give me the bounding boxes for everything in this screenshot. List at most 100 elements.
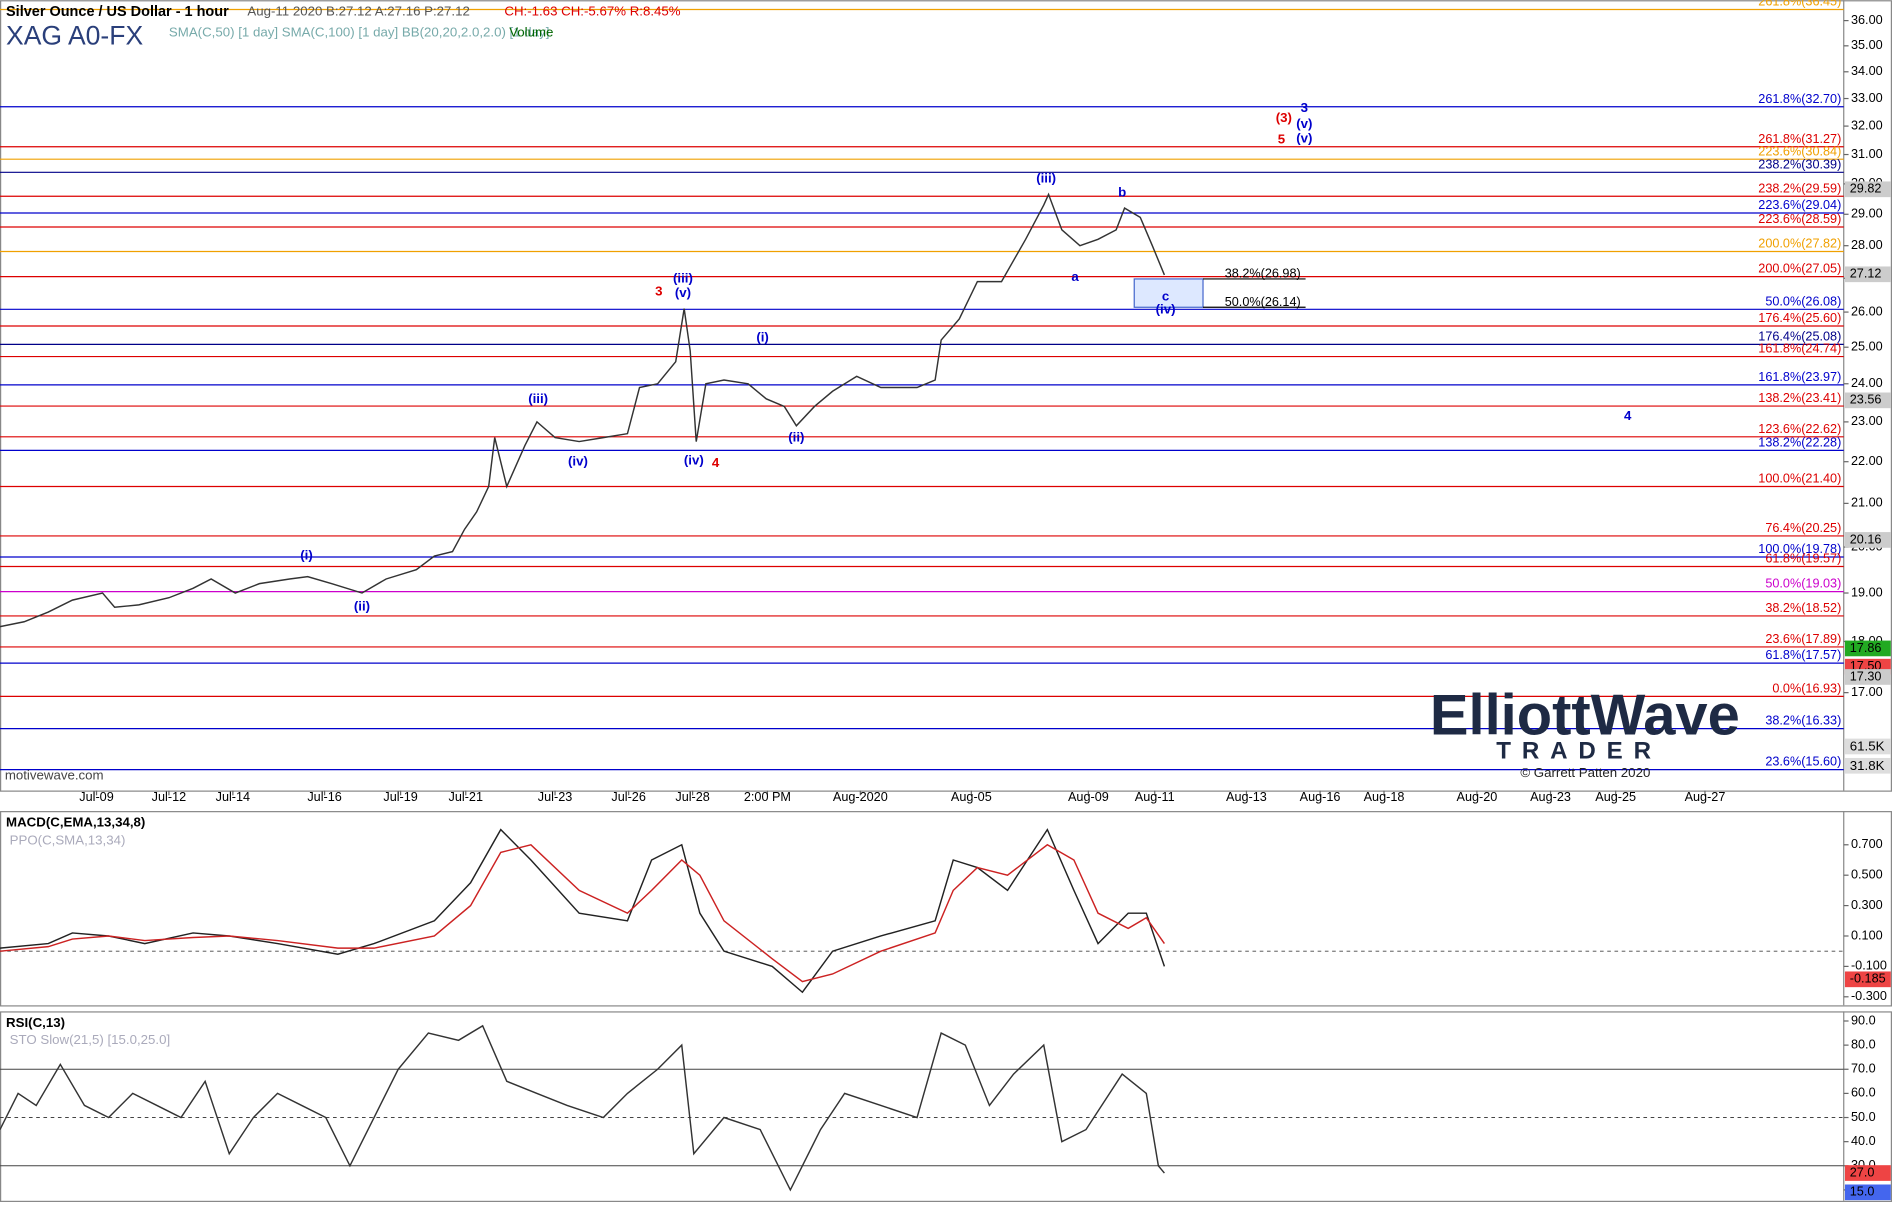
price-label-box (1844, 971, 1891, 988)
fib-label: 100.0%(19.78) (1758, 542, 1841, 556)
wave-label: (iii) (673, 270, 693, 285)
price-label: 27.12 (1850, 267, 1882, 281)
fib-label: 223.6%(29.04) (1758, 198, 1841, 212)
price-label: -0.185 (1850, 972, 1886, 986)
price-label: 27.0 (1850, 1165, 1875, 1179)
fib-label: 100.0%(21.40) (1758, 472, 1841, 486)
y-tick-label: 50.0 (1851, 1110, 1876, 1124)
y-tick-label: 29.00 (1851, 207, 1883, 221)
y-tick-label: 0.700 (1851, 837, 1883, 851)
panel-frame (0, 0, 1892, 792)
wave-label: (i) (300, 548, 313, 563)
x-tick-label: Aug-2020 (833, 790, 888, 804)
x-tick-label: Jul-28 (675, 790, 709, 804)
wave-label: (iii) (528, 391, 548, 406)
panel-subtitle: PPO(C,SMA,13,34) (10, 833, 126, 848)
watermark: motivewave.com (5, 768, 104, 783)
data-line (0, 192, 1166, 628)
y-tick-label: 32.00 (1851, 118, 1883, 132)
fib-label: 261.8%(36.45) (1758, 0, 1841, 9)
x-tick-label: Jul-19 (383, 790, 417, 804)
fib-label: 200.0%(27.05) (1758, 262, 1841, 276)
target-zone (1133, 278, 1204, 308)
wave-label: (iii) (1036, 170, 1056, 185)
volume-axis-label: 61.5K (1850, 739, 1885, 754)
wave-label: 4 (1624, 408, 1632, 423)
price-label: 17.30 (1850, 669, 1882, 683)
x-tick-label: Jul-14 (216, 790, 250, 804)
copyright: © Garrett Patten 2020 (1520, 765, 1650, 780)
fib-label: 38.2%(18.52) (1765, 601, 1841, 615)
wave-label: c (1162, 289, 1169, 304)
fib-label: 23.6%(17.89) (1765, 632, 1841, 646)
x-tick-label: Aug-11 (1135, 790, 1175, 804)
wave-label: (3) (1276, 110, 1292, 125)
panel-frame (0, 811, 1892, 1007)
y-tick-label: 28.00 (1851, 238, 1883, 252)
y-tick-label: 25.00 (1851, 340, 1883, 354)
x-tick-label: Aug-20 (1457, 790, 1498, 804)
y-tick-label: 80.0 (1851, 1037, 1876, 1051)
wave-label: 4 (712, 455, 720, 470)
wave-label: b (1118, 185, 1126, 200)
wave-label: (iv) (568, 454, 588, 469)
fib-label: 38.2%(16.33) (1765, 714, 1841, 728)
price-label-box (1844, 640, 1891, 657)
fib-label: 161.8%(23.97) (1758, 370, 1841, 384)
x-tick-label: Aug-09 (1068, 790, 1109, 804)
wave-label: 3 (655, 283, 662, 298)
y-tick-label: -0.100 (1851, 959, 1887, 973)
panel-title: MACD(C,EMA,13,34,8) (6, 815, 145, 830)
fib-label: 176.4%(25.60) (1758, 311, 1841, 325)
price-label-box (1844, 532, 1891, 548)
price-label-box (1844, 392, 1891, 409)
panel-title: RSI(C,13) (6, 1015, 65, 1030)
fib-label: 176.4%(25.08) (1758, 329, 1841, 343)
fib-label: 138.2%(22.28) (1758, 435, 1841, 449)
wave-label: (v) (675, 285, 691, 300)
y-tick-label: 0.100 (1851, 928, 1883, 942)
fib-label: 161.8%(24.74) (1758, 342, 1841, 356)
fib-label: 23.6%(15.60) (1765, 755, 1841, 769)
wave-label: (i) (756, 329, 769, 344)
wave-label: (v) (1296, 131, 1312, 146)
fib-label: 223.6%(28.59) (1758, 212, 1841, 226)
price-label-box (1844, 1165, 1891, 1181)
y-tick-label: 90.0 (1851, 1013, 1876, 1027)
quote: Aug-11 2020 B:27.12 A:27.16 P:27.12 (247, 4, 470, 19)
volume-label: Volume (509, 24, 553, 39)
fib-label: 76.4%(20.25) (1765, 521, 1841, 535)
target-label: 38.2%(26.98) (1225, 266, 1301, 280)
wave-label: 3 (1301, 100, 1308, 115)
fib-label: 223.6%(30.84) (1758, 144, 1841, 158)
y-tick-label: 23.00 (1851, 414, 1883, 428)
x-tick-label: Aug-13 (1226, 790, 1267, 804)
x-tick-label: Jul-23 (538, 790, 572, 804)
x-tick-label: Aug-16 (1300, 790, 1341, 804)
wave-label: a (1071, 269, 1079, 284)
y-tick-label: 17.00 (1851, 685, 1883, 699)
wave-label: (v) (1296, 116, 1312, 131)
volume-label-box (1844, 738, 1891, 755)
x-tick-label: 2:00 PM (744, 790, 791, 804)
fib-label: 50.0%(26.08) (1765, 294, 1841, 308)
x-tick-label: Jul-12 (152, 790, 186, 804)
price-label-box (1844, 266, 1891, 283)
logo: ElliottWave (1430, 684, 1740, 748)
x-tick-label: Jul-16 (307, 790, 341, 804)
y-tick-label: 34.00 (1851, 64, 1883, 78)
fib-label: 61.8%(19.57) (1765, 552, 1841, 566)
x-tick-label: Jul-26 (611, 790, 645, 804)
indicators: SMA(C,50) [1 day] SMA(C,100) [1 day] BB(… (169, 24, 549, 39)
x-tick-label: Aug-05 (951, 790, 992, 804)
y-tick-label: 21.00 (1851, 496, 1883, 510)
fib-label: 50.0%(19.03) (1765, 577, 1841, 591)
panel-frame (0, 1011, 1892, 1202)
fib-label: 238.2%(29.59) (1758, 181, 1841, 195)
x-tick-label: Jul-21 (449, 790, 483, 804)
data-line (0, 1024, 1165, 1192)
fib-label: 238.2%(30.39) (1758, 157, 1841, 171)
price-label-box (1844, 1184, 1891, 1201)
